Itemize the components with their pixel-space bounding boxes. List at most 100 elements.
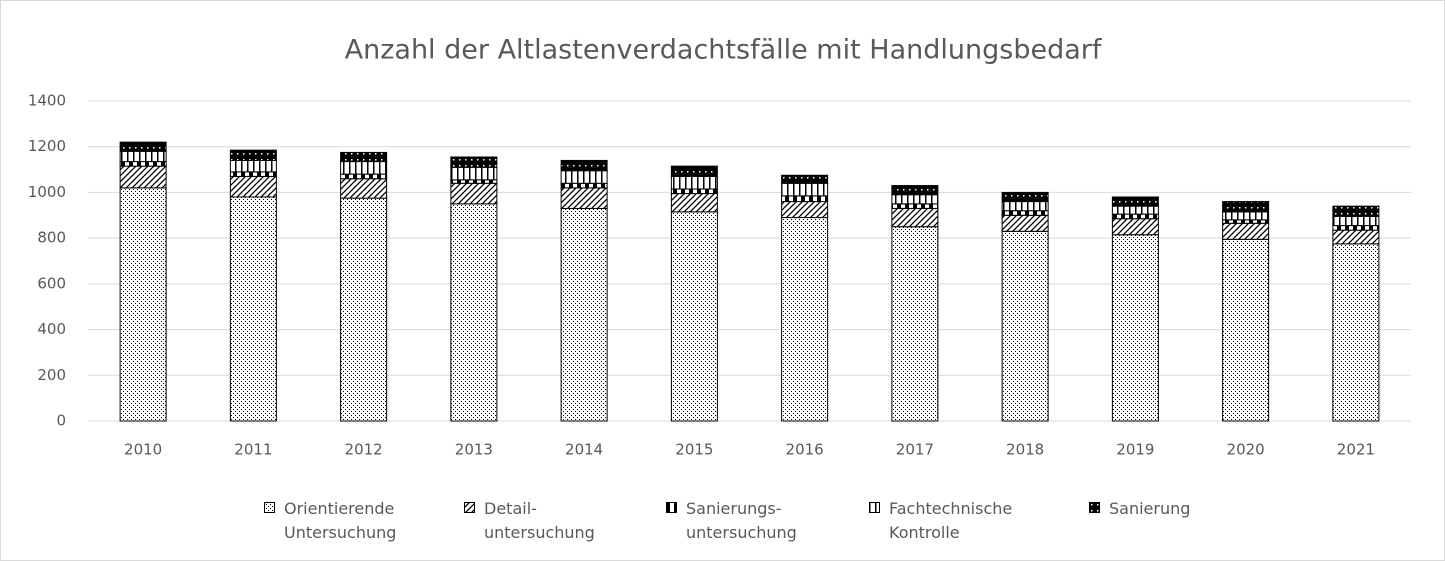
bar-segment bbox=[1001, 201, 1049, 212]
bar-segment bbox=[670, 188, 718, 195]
bar-segment bbox=[1332, 225, 1380, 231]
bar-segment bbox=[119, 187, 167, 422]
bar-segment bbox=[450, 182, 498, 205]
bar-segment bbox=[1111, 218, 1159, 236]
y-tick-label: 0 bbox=[56, 412, 66, 430]
bar-segment bbox=[891, 185, 939, 196]
bar-segment bbox=[1222, 219, 1270, 224]
x-tick-label: 2012 bbox=[345, 441, 383, 459]
legend-swatch bbox=[264, 502, 275, 513]
bar-segment bbox=[1001, 210, 1049, 216]
bar-segment bbox=[781, 217, 829, 422]
x-tick-label: 2018 bbox=[1006, 441, 1044, 459]
bar-segment bbox=[229, 171, 277, 177]
legend-item: Fachtechnische Kontrolle bbox=[869, 497, 1012, 545]
y-tick-label: 1000 bbox=[28, 183, 66, 201]
y-tick-label: 400 bbox=[37, 320, 66, 338]
bar-segment bbox=[560, 207, 608, 422]
legend-swatch bbox=[1089, 502, 1100, 513]
bar-segment bbox=[340, 173, 388, 180]
bar-segment bbox=[1332, 205, 1380, 217]
x-tick-label: 2014 bbox=[565, 441, 603, 459]
bar-segment bbox=[1332, 243, 1380, 422]
bar-segment bbox=[229, 159, 277, 173]
bar-segment bbox=[450, 166, 498, 181]
bar-segment bbox=[450, 156, 498, 168]
legend-swatch bbox=[464, 502, 475, 513]
bar-segment bbox=[1332, 229, 1380, 245]
bar-segment bbox=[229, 196, 277, 422]
bar-segment bbox=[781, 195, 829, 203]
legend-swatch-rect bbox=[869, 502, 880, 513]
y-tick-label: 1400 bbox=[28, 92, 66, 110]
legend-swatch-rect bbox=[666, 502, 677, 513]
x-tick-label: 2016 bbox=[786, 441, 824, 459]
bar-segment bbox=[450, 203, 498, 422]
x-tick-label: 2017 bbox=[896, 441, 934, 459]
bar-segment bbox=[560, 159, 608, 172]
legend-item: Orientierende Untersuchung bbox=[264, 497, 396, 545]
y-tick-label: 800 bbox=[37, 229, 66, 247]
legend-item: Sanierung bbox=[1089, 497, 1190, 521]
y-tick-label: 200 bbox=[37, 366, 66, 384]
x-tick-label: 2010 bbox=[124, 441, 162, 459]
bar-segment bbox=[1222, 222, 1270, 240]
bar-segment bbox=[1222, 201, 1270, 213]
x-tick-label: 2019 bbox=[1116, 441, 1154, 459]
bar-segment bbox=[1001, 214, 1049, 232]
bar-segment bbox=[560, 182, 608, 189]
bar-segment bbox=[119, 161, 167, 167]
legend-item: Detail- untersuchung bbox=[464, 497, 595, 545]
legend-label: Fachtechnische Kontrolle bbox=[889, 499, 1013, 542]
bar-segment bbox=[781, 201, 829, 219]
bar-segment bbox=[1111, 196, 1159, 207]
legend-label: Sanierungs- untersuchung bbox=[686, 499, 797, 542]
bar-segment bbox=[229, 175, 277, 198]
bar-segment bbox=[340, 161, 388, 175]
bar-segment bbox=[1001, 230, 1049, 422]
y-tick-label: 1200 bbox=[28, 137, 66, 155]
bar-segment bbox=[781, 182, 829, 197]
bar-segment bbox=[891, 194, 939, 205]
bar-segment bbox=[340, 151, 388, 163]
bar-segment bbox=[229, 149, 277, 161]
legend-label: Sanierung bbox=[1109, 499, 1191, 518]
x-tick-label: 2015 bbox=[675, 441, 713, 459]
x-tick-label: 2011 bbox=[234, 441, 272, 459]
y-tick-label: 600 bbox=[37, 274, 66, 292]
x-tick-label: 2013 bbox=[455, 441, 493, 459]
legend-swatch bbox=[869, 502, 880, 513]
bar-segment bbox=[560, 170, 608, 184]
bar-segment bbox=[1111, 213, 1159, 220]
bar-segment bbox=[891, 226, 939, 422]
legend-label: Orientierende Untersuchung bbox=[284, 499, 397, 542]
legend-swatch-rect bbox=[1089, 502, 1100, 513]
bar-segment bbox=[670, 211, 718, 422]
bar-segment bbox=[670, 193, 718, 213]
bar-segment bbox=[670, 175, 718, 190]
bar-segment bbox=[891, 207, 939, 228]
legend-label: Detail- untersuchung bbox=[484, 499, 595, 542]
bar-segment bbox=[450, 179, 498, 184]
legend-swatch bbox=[666, 502, 677, 513]
bar-segment bbox=[119, 165, 167, 189]
legend-swatch-rect bbox=[264, 502, 275, 513]
bar-segment bbox=[1001, 191, 1049, 203]
bar-segment bbox=[560, 187, 608, 209]
x-tick-label: 2020 bbox=[1227, 441, 1265, 459]
bar-segment bbox=[781, 174, 829, 184]
bar-segment bbox=[670, 165, 718, 177]
bar-segment bbox=[119, 141, 167, 152]
chart-title: Anzahl der Altlastenverdachtsfälle mit H… bbox=[345, 35, 1103, 66]
bar-segment bbox=[1222, 238, 1270, 422]
bar-segment bbox=[119, 150, 167, 163]
bar-segment bbox=[1332, 215, 1380, 227]
bar-segment bbox=[1222, 211, 1270, 221]
x-tick-label: 2021 bbox=[1337, 441, 1375, 459]
bar-segment bbox=[1111, 234, 1159, 422]
legend-swatch-rect bbox=[464, 502, 475, 513]
bar-segment bbox=[340, 178, 388, 199]
bar-segment bbox=[891, 203, 939, 209]
